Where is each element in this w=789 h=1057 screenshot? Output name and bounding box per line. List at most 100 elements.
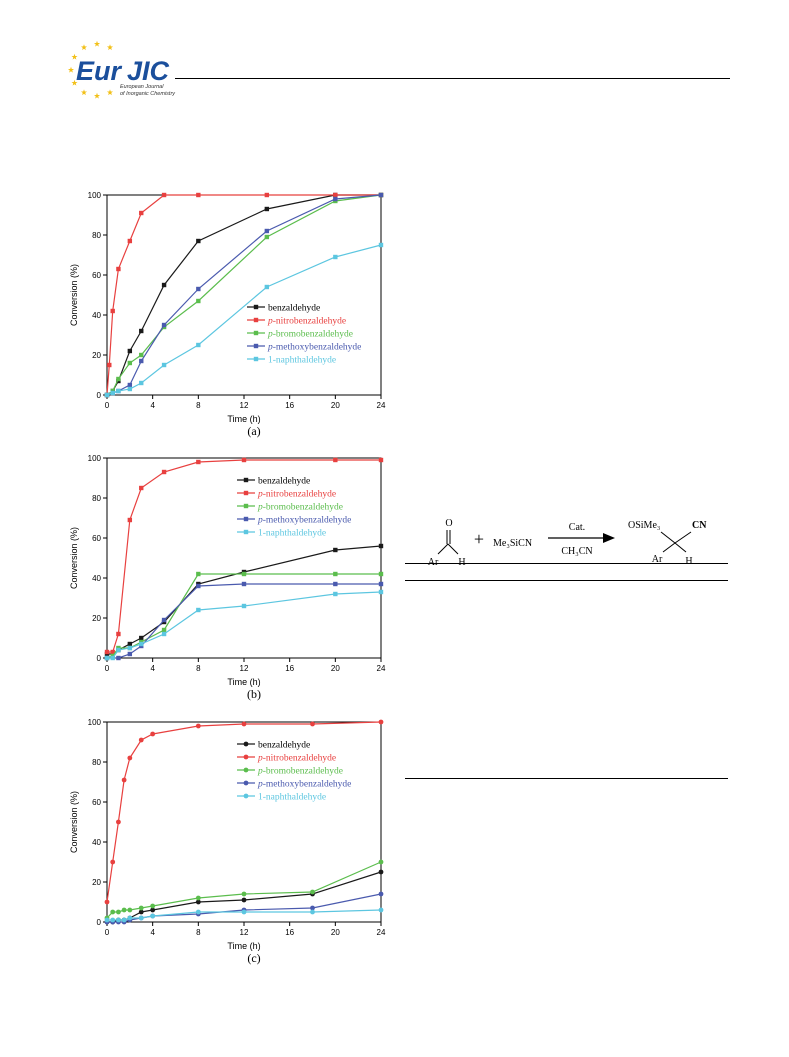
legend-entry-prefix: p- bbox=[267, 330, 276, 340]
x-tick-label: 20 bbox=[331, 928, 340, 937]
data-point bbox=[116, 909, 121, 915]
journal-logo: Eur JIC European Journal of Inorganic Ch… bbox=[67, 40, 176, 99]
y-tick-label: 100 bbox=[88, 718, 102, 727]
x-axis-label: Time (h) bbox=[227, 414, 260, 424]
data-point bbox=[116, 647, 121, 653]
legend-marker bbox=[253, 330, 259, 336]
data-point bbox=[161, 192, 167, 198]
legend-entry: 1-naphthaldehyde bbox=[258, 793, 326, 803]
y-tick-label: 60 bbox=[92, 798, 101, 807]
data-point bbox=[196, 342, 201, 348]
data-point bbox=[378, 543, 384, 549]
data-point bbox=[110, 909, 116, 915]
data-point bbox=[195, 909, 201, 915]
data-point bbox=[104, 649, 110, 655]
data-point bbox=[161, 282, 167, 288]
data-point bbox=[378, 457, 384, 463]
series-line-3 bbox=[107, 583, 381, 659]
data-point bbox=[378, 907, 384, 913]
y-tick-label: 40 bbox=[92, 574, 101, 583]
y-axis-label: Conversion (%) bbox=[69, 527, 79, 589]
data-point bbox=[150, 903, 156, 909]
data-point bbox=[127, 651, 133, 657]
y-tick-label: 40 bbox=[92, 838, 101, 847]
data-point bbox=[127, 386, 133, 392]
data-point bbox=[241, 897, 247, 903]
scheme-plus: + bbox=[474, 529, 484, 549]
data-point bbox=[104, 392, 110, 398]
chart-panel-c: 0 4 8 12 16 20 24 0 20 40 60 80 100 Time (h) Conversio… bbox=[69, 718, 386, 965]
x-tick-label: 12 bbox=[240, 401, 249, 410]
data-point bbox=[138, 737, 144, 743]
data-point bbox=[116, 376, 121, 382]
scheme-bond-osi bbox=[660, 531, 676, 544]
data-point bbox=[127, 348, 133, 354]
data-point bbox=[139, 352, 144, 358]
data-point bbox=[104, 899, 110, 905]
data-point bbox=[241, 909, 247, 915]
journal-header: Eur JIC European Journal of Inorganic Ch… bbox=[0, 0, 789, 110]
series-line-1 bbox=[107, 459, 381, 653]
series-line-2 bbox=[106, 573, 381, 659]
data-point bbox=[196, 286, 201, 292]
legend-entry: p-bromobenzaldehyde bbox=[257, 503, 343, 513]
x-tick-label: 4 bbox=[150, 664, 155, 673]
data-point bbox=[121, 777, 127, 783]
data-point bbox=[333, 581, 338, 587]
data-point bbox=[139, 380, 144, 386]
x-tick-label: 16 bbox=[285, 664, 294, 673]
panel-label: (b) bbox=[247, 687, 261, 701]
y-tick-label: 60 bbox=[92, 271, 101, 280]
series-line-2 bbox=[106, 194, 382, 396]
data-point bbox=[116, 266, 121, 272]
legend-entry-name: bromobenzaldehyde bbox=[276, 330, 353, 340]
series-line-1 bbox=[106, 721, 382, 903]
data-point bbox=[139, 328, 144, 334]
data-point bbox=[161, 627, 167, 633]
data-point bbox=[264, 234, 270, 240]
scheme-hydrogen-2: H bbox=[685, 556, 692, 567]
data-point bbox=[139, 210, 144, 216]
scheme-rule-bottom bbox=[405, 580, 728, 581]
logo-star-icon bbox=[106, 89, 114, 96]
logo-star-icon bbox=[71, 79, 78, 86]
data-point bbox=[378, 589, 384, 595]
legend-entry-prefix: p- bbox=[257, 780, 266, 790]
data-point bbox=[196, 192, 201, 198]
data-point bbox=[138, 915, 144, 921]
data-point bbox=[196, 607, 201, 613]
legend-entry: p-nitrobenzaldehyde bbox=[257, 490, 336, 500]
data-point bbox=[127, 755, 133, 761]
panel-label: (a) bbox=[247, 424, 260, 438]
legend: benzaldehydep-nitrobenzaldehydep-bromobe… bbox=[247, 304, 361, 366]
data-point bbox=[138, 909, 144, 915]
legend-marker bbox=[243, 529, 249, 535]
scheme-aryl-1: Ar bbox=[428, 557, 439, 568]
y-tick-label: 60 bbox=[92, 534, 101, 543]
y-tick-label: 20 bbox=[92, 878, 101, 887]
logo-accent-text: JIC bbox=[127, 56, 170, 86]
x-tick-label: 0 bbox=[105, 401, 110, 410]
y-tick-label: 0 bbox=[97, 391, 102, 400]
data-point bbox=[333, 192, 338, 198]
x-tick-label: 20 bbox=[331, 664, 340, 673]
logo-stars-icon bbox=[67, 40, 114, 99]
legend-entry-prefix: p- bbox=[257, 503, 266, 513]
scheme-product-group: OSiMe₃ bbox=[628, 520, 660, 531]
scheme-reagent: Me₃SiCN bbox=[493, 538, 532, 549]
chart-panel-a: 0 4 8 12 16 20 24 0 20 40 60 80 100 Time (h) Conversio… bbox=[69, 191, 386, 438]
legend-marker bbox=[243, 477, 249, 483]
data-point bbox=[150, 731, 156, 737]
data-point bbox=[127, 517, 133, 523]
data-point bbox=[116, 631, 121, 637]
logo-star-icon bbox=[71, 53, 78, 60]
x-tick-label: 20 bbox=[331, 401, 340, 410]
logo-subtitle-2: of Inorganic Chemistry bbox=[120, 91, 176, 97]
y-tick-label: 20 bbox=[92, 351, 101, 360]
scheme-oxygen: O bbox=[445, 518, 452, 529]
data-point bbox=[116, 819, 121, 825]
legend-entry: 1-naphthaldehyde bbox=[258, 529, 326, 539]
scheme-solvent: CH₃CN bbox=[561, 546, 592, 557]
data-point bbox=[110, 859, 116, 865]
data-point bbox=[310, 905, 315, 911]
